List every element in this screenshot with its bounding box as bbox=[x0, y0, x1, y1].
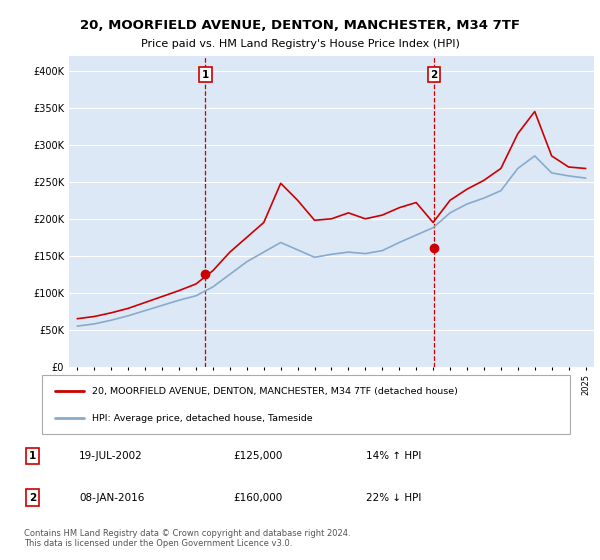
Text: HPI: Average price, detached house, Tameside: HPI: Average price, detached house, Tame… bbox=[92, 414, 313, 423]
Text: 22% ↓ HPI: 22% ↓ HPI bbox=[366, 493, 422, 502]
Text: 2: 2 bbox=[29, 493, 36, 502]
Text: £125,000: £125,000 bbox=[234, 451, 283, 461]
Text: Contains HM Land Registry data © Crown copyright and database right 2024.
This d: Contains HM Land Registry data © Crown c… bbox=[24, 529, 350, 548]
FancyBboxPatch shape bbox=[42, 375, 570, 434]
Text: 19-JUL-2002: 19-JUL-2002 bbox=[79, 451, 143, 461]
Text: 1: 1 bbox=[29, 451, 36, 461]
Text: 2: 2 bbox=[430, 69, 437, 80]
Text: 1: 1 bbox=[202, 69, 209, 80]
Text: 14% ↑ HPI: 14% ↑ HPI bbox=[366, 451, 422, 461]
Text: 08-JAN-2016: 08-JAN-2016 bbox=[79, 493, 145, 502]
Text: £160,000: £160,000 bbox=[234, 493, 283, 502]
Text: Price paid vs. HM Land Registry's House Price Index (HPI): Price paid vs. HM Land Registry's House … bbox=[140, 39, 460, 49]
Text: 20, MOORFIELD AVENUE, DENTON, MANCHESTER, M34 7TF: 20, MOORFIELD AVENUE, DENTON, MANCHESTER… bbox=[80, 18, 520, 32]
Text: 20, MOORFIELD AVENUE, DENTON, MANCHESTER, M34 7TF (detached house): 20, MOORFIELD AVENUE, DENTON, MANCHESTER… bbox=[92, 386, 458, 395]
